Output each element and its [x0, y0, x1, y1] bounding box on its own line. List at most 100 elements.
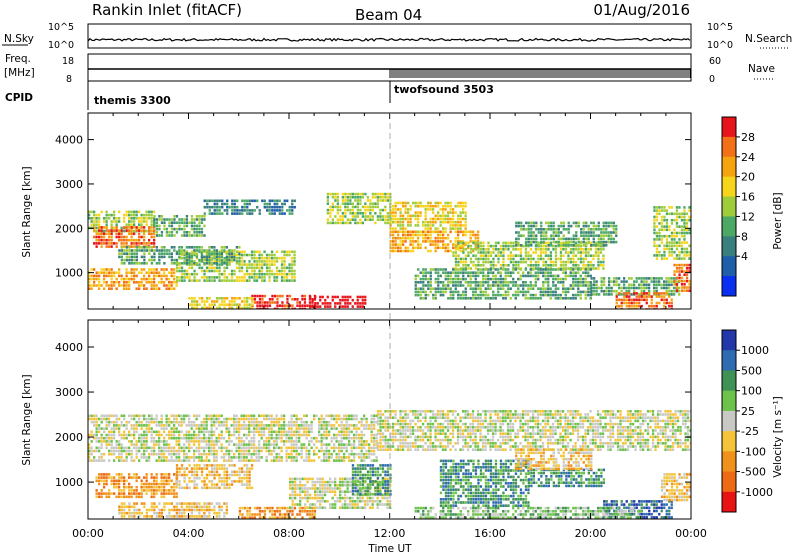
- power-colorbar-tick: 4: [741, 250, 748, 263]
- velocity-scatter-region: [515, 448, 593, 471]
- power-colorbar-label: Power [dB]: [772, 192, 784, 249]
- nave-label: Nave: [748, 63, 775, 75]
- velocity-colorbar-swatch: [722, 350, 736, 371]
- power-scatter-region: [251, 294, 317, 309]
- power-colorbar-tick: 12: [741, 210, 755, 223]
- power-colorbar-swatch: [722, 176, 736, 198]
- time-xtick-label: 00:00: [72, 527, 104, 540]
- velocity-colorbar-tick: 25: [741, 405, 755, 418]
- power-colorbar-swatch: [722, 216, 736, 237]
- velocity-colorbar-swatch: [722, 410, 736, 432]
- freq-label-1: Freq.: [5, 53, 31, 65]
- velocity-scatter-region: [527, 468, 605, 488]
- power-colorbar-swatch: [722, 136, 736, 158]
- noise-panel: N.Sky 10^5 10^0 10^5 10^0 N.Search: [2, 22, 792, 51]
- noise-right-tick-bottom: 10^0: [707, 40, 733, 51]
- velocity-ytick-label: 2000: [55, 431, 83, 444]
- cpid-panel: CPID themis 3300 twofsound 3503: [5, 81, 494, 110]
- velocity-colorbar-tick: -500: [741, 466, 766, 479]
- power-scatter-region: [188, 297, 254, 309]
- velocity-colorbar-swatch: [722, 370, 736, 392]
- power-colorbar-swatch: [722, 196, 736, 217]
- velocity-colorbar: 1000 500 100 25 -25 -100 -500 -1000: [721, 329, 773, 513]
- power-scatter-region: [615, 292, 673, 309]
- velocity-ytick-label: 4000: [55, 341, 83, 354]
- power-colorbar-swatch: [722, 256, 736, 277]
- power-ytick-label: 4000: [55, 134, 83, 147]
- time-xtick-label: 00:00: [675, 527, 707, 540]
- cpid-label: CPID: [5, 92, 33, 104]
- power-colorbar-swatch: [722, 156, 736, 178]
- power-scatter-region: [118, 246, 241, 265]
- velocity-ytick-label: 1000: [55, 476, 83, 489]
- cpid-mode-2: twofsound 3503: [394, 83, 494, 96]
- velocity-colorbar-tick: 1000: [741, 344, 769, 357]
- velocity-colorbar-swatch: [722, 431, 736, 452]
- noise-trace: [87, 37, 691, 42]
- velocity-colorbar-label: Velocity [m s⁻¹]: [772, 396, 784, 478]
- velocity-scatter-region: [175, 464, 254, 490]
- velocity-colorbar-swatch: [722, 330, 736, 351]
- velocity-colorbar-tick: -100: [741, 445, 766, 458]
- velocity-scatter-region: [414, 506, 642, 519]
- velocity-colorbar-tick: -1000: [741, 486, 773, 499]
- velocity-ylabel: Slant Range [km]: [21, 374, 33, 465]
- power-scatter-region: [389, 230, 480, 253]
- freq-tick-bottom: 8: [66, 74, 72, 85]
- freq-label-2: [MHz]: [4, 67, 35, 79]
- power-ytick-label: 1000: [55, 267, 83, 280]
- power-scatter-region: [673, 263, 691, 292]
- velocity-scatter-region: [95, 473, 178, 499]
- time-xtick-label: 16:00: [474, 527, 506, 540]
- velocity-scatter-region: [351, 464, 392, 496]
- noise-left-tick-top: 10^5: [48, 22, 74, 33]
- velocity-colorbar-tick: 500: [741, 364, 762, 377]
- velocity-scatter-region: [439, 459, 530, 507]
- power-colorbar-swatch: [722, 117, 736, 138]
- power-ytick-label: 3000: [55, 178, 83, 191]
- power-panel: 1000 2000 3000 4000 Slant Range [km]: [21, 112, 692, 310]
- velocity-colorbar-swatch: [722, 491, 736, 513]
- power-scatter-region: [590, 277, 681, 296]
- power-colorbar-tick: 28: [741, 131, 755, 144]
- power-scatter-region: [389, 201, 467, 234]
- cpid-mode-1: themis 3300: [94, 94, 171, 107]
- beam-title: Beam 04: [355, 6, 422, 24]
- power-colorbar-tick: 24: [741, 151, 755, 164]
- power-scatter-region: [153, 215, 206, 237]
- power-ylabel: Slant Range [km]: [21, 166, 33, 257]
- power-scatter-region: [203, 199, 296, 215]
- power-scatter-region: [88, 268, 178, 290]
- power-colorbar-tick: 8: [741, 230, 748, 243]
- freq-panel: Freq. [MHz] 18 8 60 0 Nave: [4, 53, 775, 85]
- time-xlabel: Time UT: [367, 543, 412, 554]
- time-xtick-label: 08:00: [273, 527, 305, 540]
- power-ytick-label: 2000: [55, 222, 83, 235]
- power-colorbar-tick: 16: [741, 191, 755, 204]
- power-scatter-region: [515, 221, 618, 247]
- velocity-colorbar-swatch: [722, 471, 736, 493]
- velocity-scatter-region: [118, 502, 228, 519]
- power-colorbar-swatch: [722, 276, 736, 297]
- velocity-colorbar-tick: 100: [741, 385, 762, 398]
- velocity-panel: 1000 2000 3000 4000 00:00 04:00 08:00 12:00 16:0…: [21, 319, 707, 554]
- time-xtick-label: 20:00: [575, 527, 607, 540]
- noise-left-label: N.Sky: [4, 33, 34, 45]
- power-scatter-region: [88, 210, 156, 233]
- power-scatter-region: [653, 206, 691, 260]
- noise-right-tick-top: 10^5: [707, 22, 733, 33]
- velocity-colorbar-swatch: [722, 451, 736, 473]
- power-scatter-region: [93, 226, 156, 248]
- velocity-scatter-region: [660, 473, 691, 502]
- velocity-scatter-region: [88, 414, 378, 462]
- power-scatter-region: [326, 192, 392, 225]
- power-scatter-region: [175, 250, 296, 282]
- velocity-scatter-region: [376, 410, 691, 451]
- noise-right-label: N.Search: [745, 33, 792, 45]
- velocity-scatter-region: [238, 506, 317, 519]
- time-xtick-label: 12:00: [374, 527, 406, 540]
- velocity-ytick-label: 3000: [55, 386, 83, 399]
- power-colorbar-tick: 20: [741, 171, 755, 184]
- time-xtick-label: 04:00: [173, 527, 205, 540]
